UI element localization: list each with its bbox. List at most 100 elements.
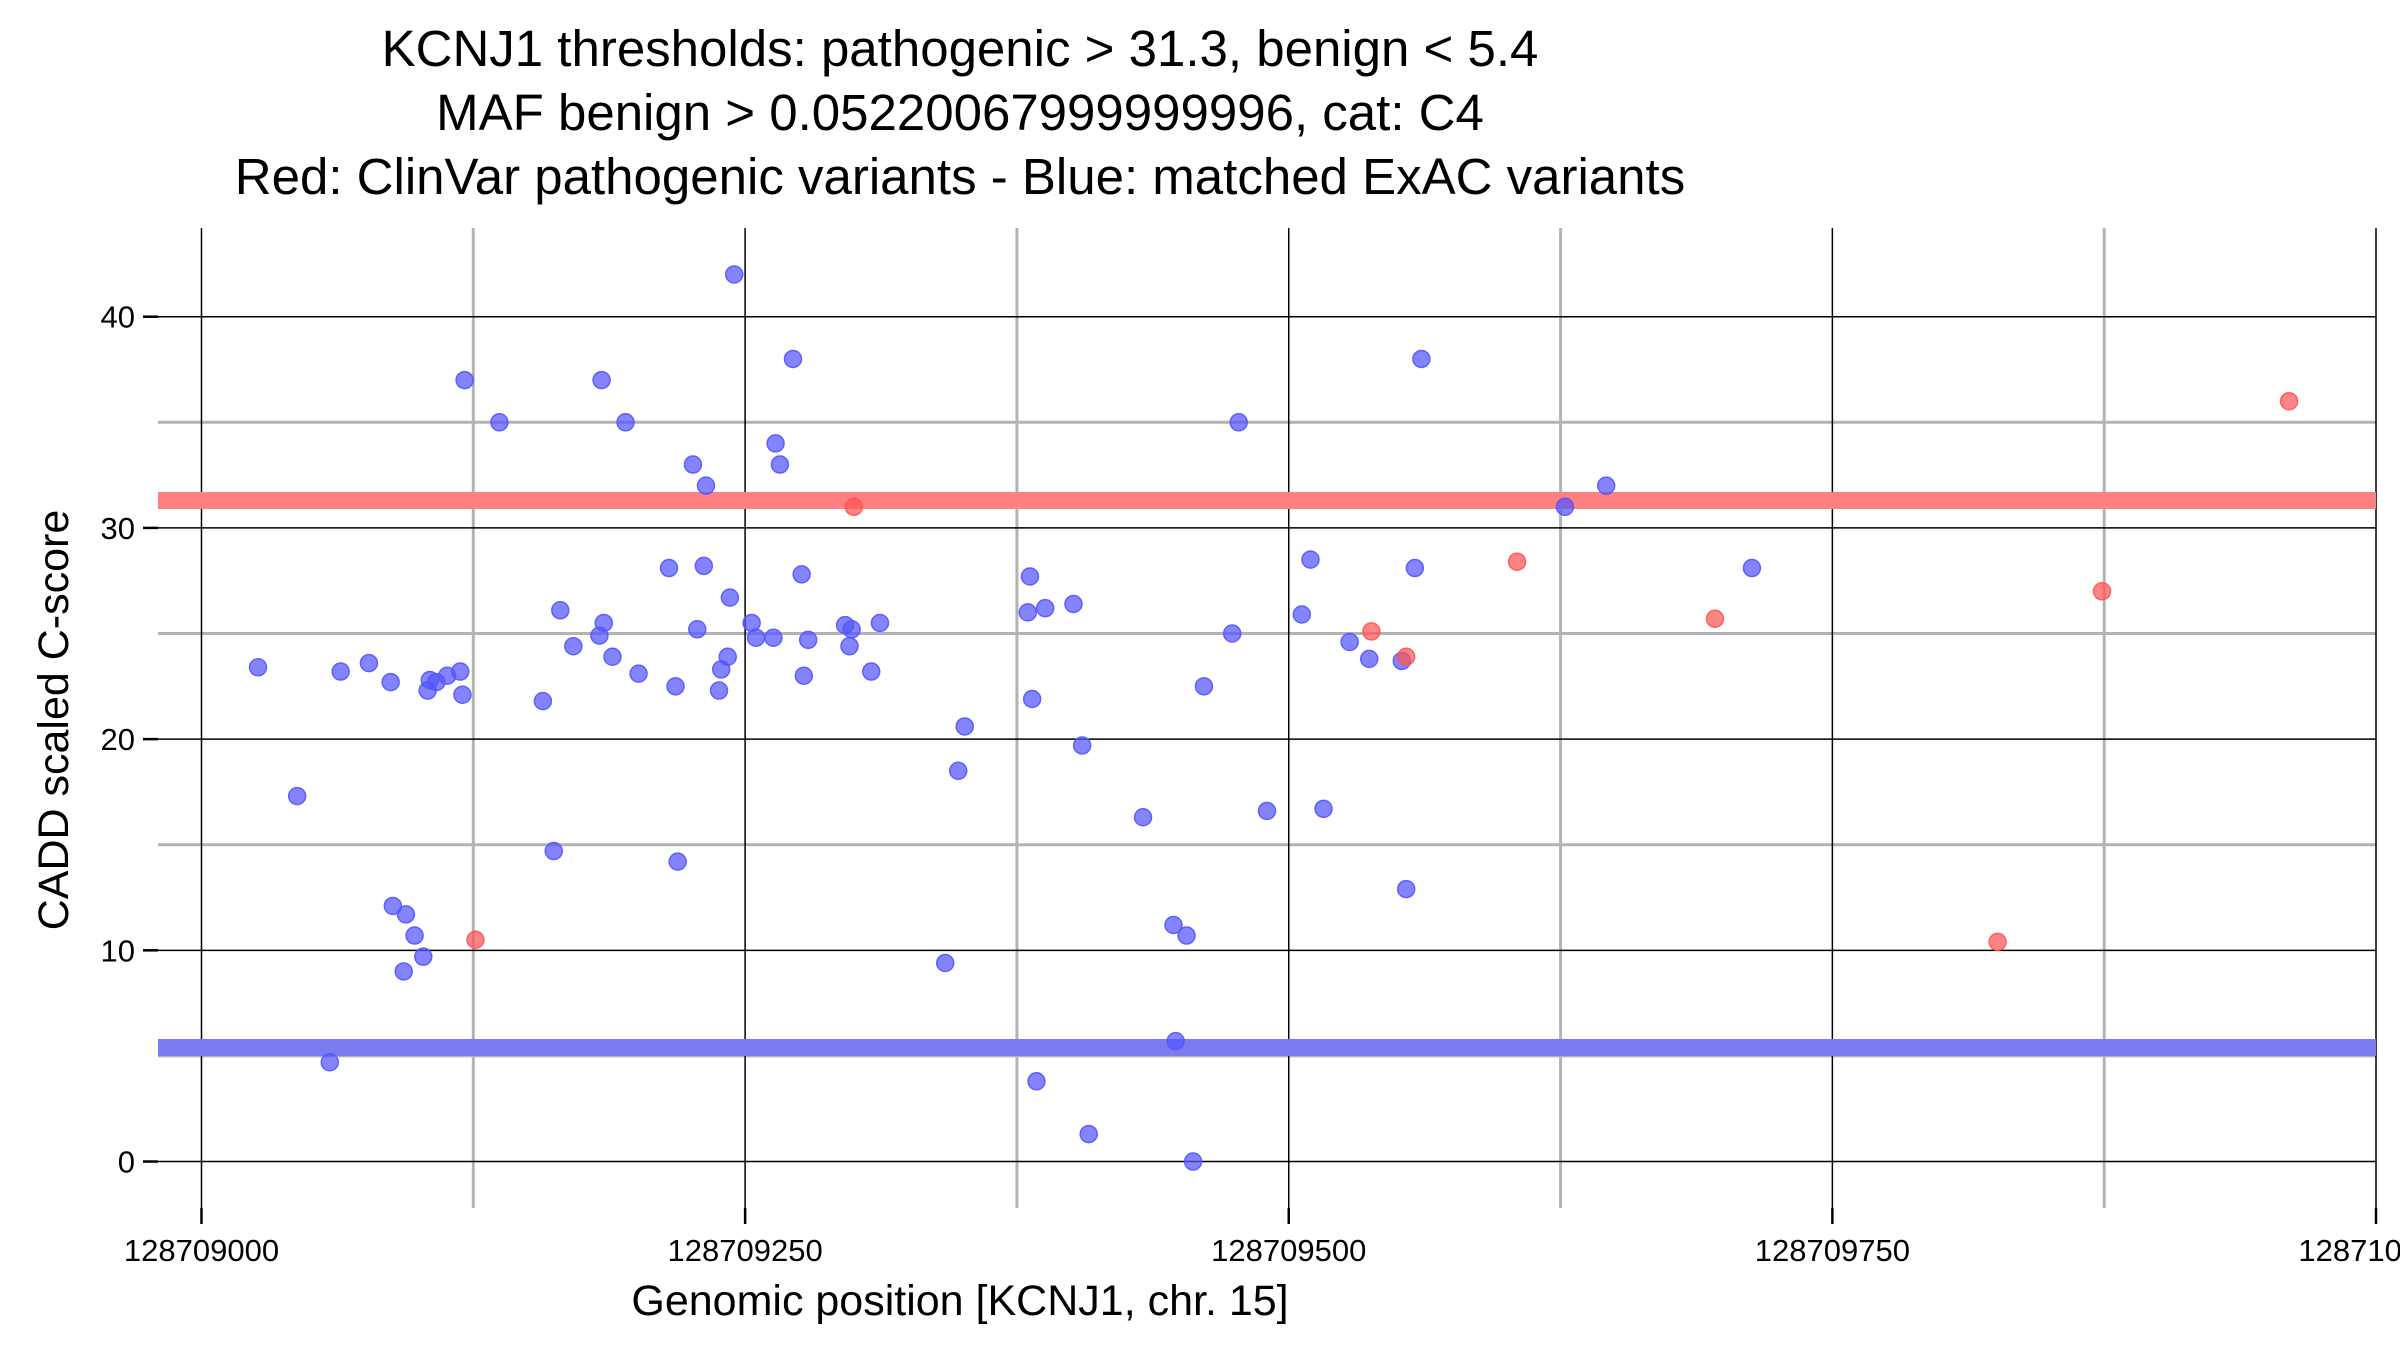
- minor-gridlines: [158, 228, 2376, 1208]
- exac-variant-point: [718, 647, 737, 666]
- exac-variant-point: [1292, 605, 1312, 624]
- clinvar-pathogenic-point: [1705, 609, 1725, 628]
- y-axis-title: CADD scaled C-score: [30, 510, 78, 931]
- exac-variant-point: [955, 717, 974, 736]
- exac-variant-point: [1027, 1072, 1046, 1091]
- exac-variant-point: [1018, 603, 1038, 622]
- clinvar-pathogenic-point: [844, 497, 864, 517]
- exac-variant-point: [1072, 736, 1092, 755]
- exac-variant-point: [1555, 497, 1575, 517]
- x-tick-label: 128709000: [124, 1233, 279, 1268]
- exac-variant-point: [1257, 801, 1277, 821]
- exac-variant-point: [770, 455, 790, 474]
- clinvar-pathogenic-point: [1396, 647, 1416, 666]
- y-tick-label: 10: [101, 933, 135, 968]
- exac-variant-point: [1412, 349, 1431, 369]
- exac-variant-point: [629, 664, 648, 683]
- exac-variant-point: [1166, 1031, 1185, 1051]
- x-axis-title: Genomic position [KCNJ1, chr. 15]: [631, 1277, 1288, 1325]
- exac-variant-point: [1742, 558, 1762, 578]
- exac-variant-point: [1183, 1152, 1203, 1171]
- exac-variant-point: [603, 647, 622, 666]
- exac-variant-point: [1405, 558, 1425, 578]
- exac-variant-point: [1359, 649, 1379, 669]
- exac-variant-point: [592, 370, 611, 390]
- clinvar-pathogenic-point: [1362, 622, 1381, 641]
- exac-variant-point: [1301, 550, 1320, 569]
- exac-variant-point: [414, 947, 433, 966]
- exac-variant-point: [683, 455, 703, 474]
- x-tick-label: 128709500: [1211, 1233, 1366, 1268]
- title-line-3: Red: ClinVar pathogenic variants - Blue:…: [235, 148, 1685, 205]
- exac-variant-point: [1177, 926, 1196, 945]
- exac-variant-point: [394, 962, 413, 981]
- exac-variant-point: [359, 653, 379, 673]
- exac-variant-point: [1340, 632, 1359, 652]
- major-gridlines: [158, 228, 2377, 1208]
- exac-variant-point: [594, 613, 614, 633]
- threshold-lines: [158, 491, 2376, 1056]
- exac-variant-point: [724, 265, 744, 284]
- exac-variant-point: [766, 434, 785, 453]
- exac-variant-point: [668, 852, 687, 871]
- y-tick-label: 30: [101, 511, 135, 546]
- exac-variant-point: [451, 662, 470, 681]
- exac-variant-point: [1314, 799, 1333, 819]
- exac-variant-point: [666, 677, 685, 696]
- exac-variant-point: [1164, 915, 1183, 935]
- chart-title: KCNJ1 thresholds: pathogenic > 31.3, ben…: [235, 20, 1685, 205]
- exac-variant-point: [794, 666, 814, 686]
- x-tick-label: 128710000: [2298, 1233, 2400, 1268]
- y-axis: 0 10 20 30 40: [101, 300, 158, 1180]
- exac-variant-point: [1222, 624, 1242, 643]
- exac-variant-point: [746, 628, 766, 647]
- clinvar-pathogenic-point: [2279, 391, 2299, 411]
- exac-variant-point: [688, 620, 707, 639]
- exac-variant-point: [396, 905, 416, 924]
- exac-variant-point: [455, 370, 474, 390]
- exac-variant-point: [1396, 879, 1416, 899]
- exac-variant-point: [331, 662, 350, 681]
- exac-variant-point: [948, 761, 968, 781]
- exac-variant-point: [405, 926, 424, 945]
- exac-variant-point: [320, 1053, 340, 1072]
- exac-variant-point: [870, 613, 890, 633]
- title-line-2: MAF benign > 0.05220067999999996, cat: C…: [436, 84, 1484, 141]
- clinvar-pathogenic-point: [1507, 552, 1527, 571]
- exac-variant-point: [709, 681, 729, 700]
- exac-variant-point: [798, 630, 818, 650]
- exac-variant-point: [694, 556, 714, 576]
- exac-variant-point: [248, 658, 268, 677]
- exac-variant-point: [1229, 413, 1248, 432]
- exac-variant-point: [616, 413, 635, 432]
- exac-variant-point: [935, 953, 955, 973]
- clinvar-pathogenic-point: [2092, 582, 2112, 601]
- y-tick-label: 20: [101, 722, 135, 757]
- exac-variant-point: [1020, 567, 1040, 586]
- x-axis: 128709000 128709250 128709500 128709750 1287…: [124, 1208, 2400, 1268]
- exac-variant-point: [287, 786, 307, 806]
- exac-variant-point: [383, 896, 403, 916]
- exac-variant-point: [764, 628, 783, 647]
- exac-variant-point: [544, 841, 564, 861]
- exac-variant-point: [792, 565, 811, 584]
- y-tick-label: 0: [118, 1145, 135, 1180]
- exac-variant-point: [1596, 476, 1616, 495]
- exac-variant-point: [533, 691, 553, 711]
- exac-variant-point: [1064, 594, 1083, 614]
- exac-variant-point: [696, 476, 716, 495]
- clinvar-pathogenic-point: [466, 930, 485, 950]
- exac-variant-point: [842, 620, 861, 639]
- exac-variant-point: [381, 672, 400, 692]
- exac-variant-point: [659, 558, 679, 578]
- exac-variant-point: [490, 413, 509, 432]
- data-points: [248, 265, 2299, 1171]
- exac-variant-point: [551, 601, 570, 620]
- exac-variant-point: [840, 636, 859, 656]
- exac-variant-point: [564, 636, 583, 656]
- exac-variant-point: [1194, 677, 1214, 696]
- exac-variant-point: [1133, 808, 1153, 827]
- exac-variant-point: [1035, 598, 1055, 618]
- exac-variant-point: [1079, 1124, 1098, 1144]
